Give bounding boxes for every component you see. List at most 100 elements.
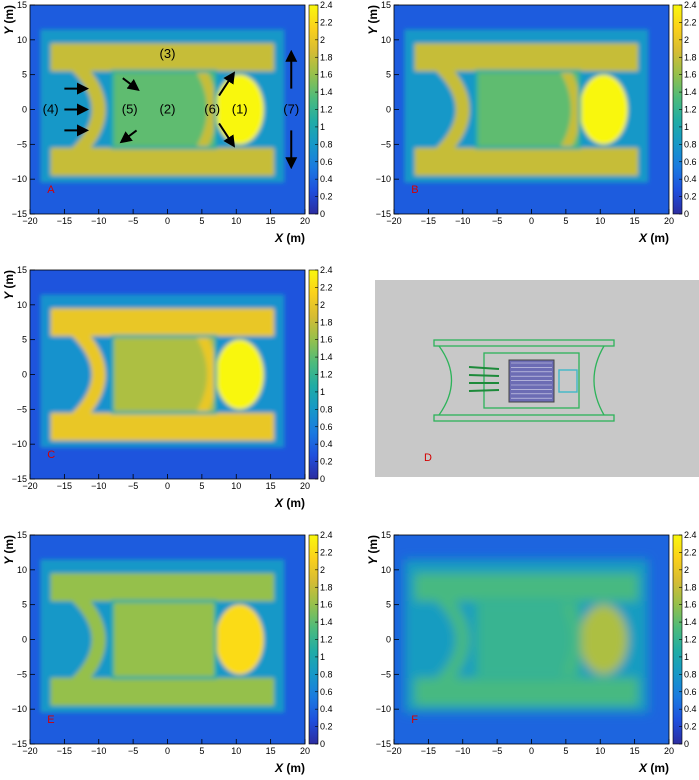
y-tick-label: −10	[376, 174, 391, 184]
colorbar-tick-label: 1.6	[684, 70, 697, 80]
colorbar-tick-label: 1	[684, 122, 689, 132]
colorbar-tick-label: 2	[684, 565, 689, 575]
colorbar-tick-label: 2	[320, 565, 325, 575]
x-axis-label: X (m)	[638, 761, 669, 775]
x-tick-label: −15	[57, 746, 72, 756]
panel-letter: B	[411, 184, 418, 196]
colorbar-tick-label: 2.4	[684, 0, 697, 10]
colorbar-tick-label: 1.4	[684, 87, 697, 97]
y-axis-label: Y (m)	[2, 270, 16, 300]
center-block	[476, 601, 580, 678]
y-tick-label: 10	[17, 35, 27, 45]
x-tick-label: −20	[22, 746, 37, 756]
x-tick-label: 5	[563, 216, 568, 226]
y-tick-label: 10	[381, 35, 391, 45]
frame-bottom-bar	[50, 412, 275, 441]
center-border	[475, 69, 582, 150]
reactor-core	[508, 359, 555, 403]
device-wireframe	[433, 339, 615, 422]
colorbar-tick-label: 0.2	[684, 192, 697, 202]
colorbar-tick-label: 0.4	[320, 704, 333, 714]
x-tick-label: 10	[231, 746, 241, 756]
colorbar-tick-label: 2.2	[320, 282, 333, 292]
bright-zone	[215, 604, 264, 675]
y-tick-label: 15	[17, 0, 27, 10]
left-arc	[66, 320, 106, 429]
frame-top-bar	[50, 308, 275, 337]
annotation-arrow	[122, 77, 140, 92]
wire-left-arc	[438, 345, 452, 416]
colorbar-tick-label: 2.4	[320, 0, 333, 10]
x-tick-label: −5	[492, 746, 502, 756]
y-tick-label: 5	[386, 600, 391, 610]
center-block	[112, 601, 216, 678]
colorbar-tick-label: 0.6	[684, 157, 697, 167]
frame-bottom-bar	[50, 677, 275, 706]
frame-bottom-bar	[414, 677, 639, 706]
y-tick-label: −5	[381, 669, 391, 679]
colorbar-tick-label: 0.4	[320, 439, 333, 449]
colorbar-tick-label: 2	[320, 35, 325, 45]
y-tick-label: −15	[12, 739, 27, 749]
colorbar-tick-label: 0.8	[320, 139, 333, 149]
center-block	[112, 336, 216, 413]
colorbar-tick-label: 1	[320, 122, 325, 132]
colorbar-tick-label: 0.8	[684, 669, 697, 679]
x-tick-label: 15	[266, 481, 276, 491]
colorbar-tick-label: 0.8	[320, 669, 333, 679]
y-tick-label: −5	[17, 669, 27, 679]
colorbar-tick-label: 0.8	[684, 139, 697, 149]
y-tick-label: −15	[12, 474, 27, 484]
x-tick-label: 0	[529, 216, 534, 226]
x-tick-label: −20	[22, 216, 37, 226]
x-axis-label: X (m)	[274, 496, 305, 510]
wire-pipe	[468, 374, 500, 377]
annotation-label: (2)	[160, 102, 176, 117]
panel-letter: D	[424, 452, 432, 464]
colorbar-tick-label: 0	[684, 739, 689, 749]
x-tick-label: 10	[595, 216, 605, 226]
annotation-arrow	[119, 129, 138, 144]
panel-letter: F	[411, 714, 418, 726]
model-svg: D	[375, 280, 699, 477]
bright-zone	[579, 604, 628, 675]
heatmap-panel-a: −20 −15 −10 −5 0 5 10 15 20 −15 −10 −5 0 5 10 15 X (m) Y …	[0, 0, 335, 250]
y-tick-label: 0	[22, 370, 27, 380]
wire-right-unit	[558, 369, 578, 393]
x-tick-label: −15	[421, 216, 436, 226]
y-tick-label: −10	[376, 704, 391, 714]
colorbar-tick-label: 0.2	[320, 722, 333, 732]
x-axis-label: X (m)	[274, 231, 305, 245]
colorbar-tick-label: 0.2	[684, 722, 697, 732]
colorbar-tick-label: 1.4	[320, 617, 333, 627]
colorbar-tick-label: 1.6	[320, 335, 333, 345]
y-axis-label: Y (m)	[2, 5, 16, 35]
center-border	[475, 599, 582, 680]
colorbar-tick-label: 1.6	[320, 70, 333, 80]
y-tick-label: 0	[22, 635, 27, 645]
colorbar-tick-label: 0	[320, 739, 325, 749]
colorbar-tick-label: 1.2	[320, 105, 333, 115]
center-border	[111, 599, 218, 680]
colorbar-tick-label: 2	[320, 300, 325, 310]
x-tick-label: −15	[421, 746, 436, 756]
x-tick-label: −20	[386, 746, 401, 756]
colorbar-tick-label: 2.2	[320, 17, 333, 27]
annotation-label: (1)	[232, 102, 248, 117]
y-axis-label: Y (m)	[366, 5, 380, 35]
y-tick-label: −5	[17, 139, 27, 149]
colorbar-tick-label: 1.8	[320, 317, 333, 327]
colorbar-tick-label: 1.8	[320, 52, 333, 62]
y-tick-label: −10	[12, 439, 27, 449]
x-tick-label: −10	[455, 216, 470, 226]
colorbar-tick-label: 0	[320, 474, 325, 484]
panel-letter: E	[47, 714, 54, 726]
colorbar-tick-label: 1.4	[684, 617, 697, 627]
y-tick-label: 15	[17, 530, 27, 540]
panel-letter: C	[47, 449, 55, 461]
y-axis-label: Y (m)	[366, 535, 380, 565]
center-border	[111, 69, 218, 150]
y-tick-label: 10	[17, 565, 27, 575]
